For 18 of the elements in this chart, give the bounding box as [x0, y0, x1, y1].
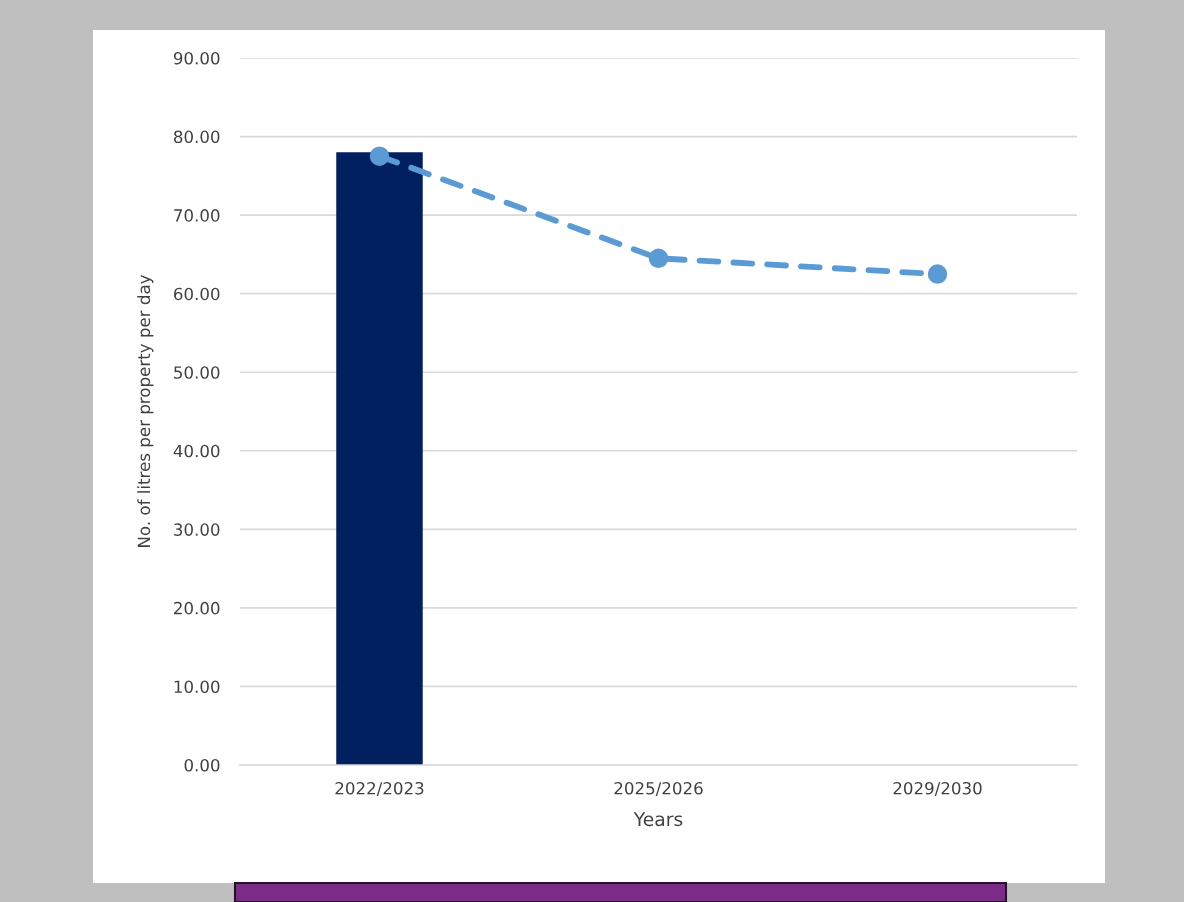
y-axis-title: No. of litres per property per day — [137, 274, 154, 547]
y-tick-label: 0.00 — [184, 758, 220, 772]
x-tick-label: 2025/2026 — [614, 781, 703, 796]
y-tick-label: 80.00 — [173, 130, 220, 144]
point — [927, 264, 948, 284]
y-tick-label: 10.00 — [174, 680, 220, 694]
y-tick-label: 20.00 — [174, 601, 220, 615]
y-tick-label: 40.00 — [173, 444, 220, 458]
y-tick-label: 60.00 — [174, 287, 220, 301]
x-tick-label: 2029/2030 — [893, 781, 982, 796]
point — [648, 248, 669, 269]
y-tick-label: 90.00 — [173, 51, 220, 65]
point — [369, 146, 390, 166]
y-tick-label: 50.00 — [174, 366, 220, 379]
x-axis-title: Years — [633, 812, 683, 827]
x-tick-label: 2022/2023 — [335, 781, 424, 796]
y-tick-label: 30.00 — [174, 523, 220, 536]
y-tick-label: 70.00 — [174, 209, 220, 222]
